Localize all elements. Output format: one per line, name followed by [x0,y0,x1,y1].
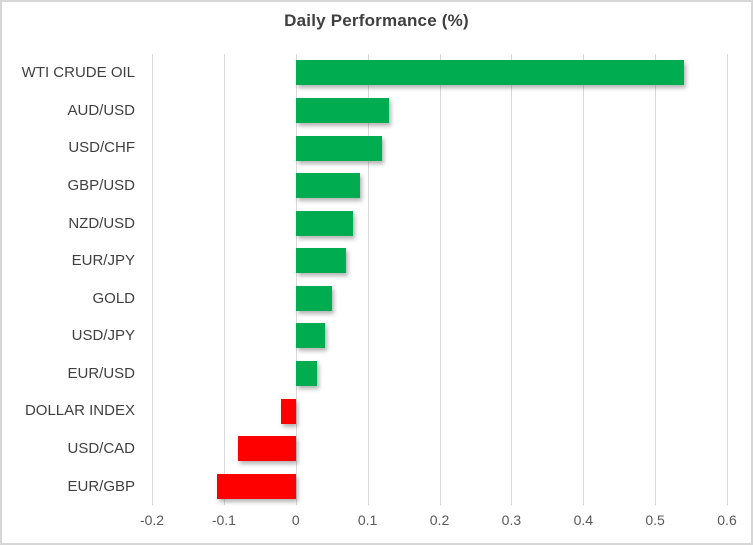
x-axis-tick-label: 0.6 [717,512,737,528]
plot-area [152,54,728,505]
gridline [655,54,657,505]
x-axis-tick-label: -0.1 [211,512,236,528]
chart-title: Daily Performance (%) [284,11,469,30]
bar-gbp-usd [295,173,361,198]
bar-eur-usd [295,361,318,386]
gridline [511,54,513,505]
x-axis-tick-label: 0.3 [501,512,522,528]
gridline [583,54,585,505]
bar-usd-cad [238,436,296,462]
x-axis-tick-label: 0.1 [357,512,378,528]
gridline [223,54,225,505]
bar-wti-crude-oil [295,60,684,86]
bar-aud-usd [295,97,390,123]
bar-usd-jpy [295,323,325,349]
x-axis-tick-label: 0 [291,512,300,528]
gridline [295,54,297,505]
bar-dollar-index [281,398,296,424]
category-label: USD/CHF [68,139,135,157]
x-axis-tick-label: 0.4 [573,512,594,528]
category-label: WTI CRUDE OIL [21,64,135,82]
x-axis: -0.2 -0.1 0 0.1 0.2 0.3 0.4 0.5 0.6 [140,512,737,534]
x-axis-tick-label: -0.2 [139,512,165,528]
category-label: EUR/GBP [67,477,135,495]
bar-usd-chf [295,135,382,161]
gridline [439,54,441,505]
category-axis: WTI CRUDE OIL AUD/USD USD/CHF GBP/USD NZD/US… [2,54,135,505]
bar-eur-jpy [295,248,347,274]
gridline [152,54,153,505]
x-axis-tick-label: 0.5 [645,512,665,528]
category-label: USD/CAD [67,440,135,458]
category-label: EUR/USD [67,364,135,382]
x-axis-tick-label: 0.2 [429,512,450,528]
category-label: GBP/USD [67,177,135,195]
category-label: EUR/JPY [71,252,135,270]
gridline [367,54,369,505]
bar-eur-gbp [216,473,296,499]
bar-nzd-usd [295,210,354,236]
gridline [727,54,728,505]
category-label: DOLLAR INDEX [24,402,135,420]
category-label: USD/JPY [71,327,135,345]
category-label: AUD/USD [67,101,135,119]
category-label: NZD/USD [68,214,135,232]
category-label: GOLD [92,289,135,307]
bar-gold [295,285,332,311]
